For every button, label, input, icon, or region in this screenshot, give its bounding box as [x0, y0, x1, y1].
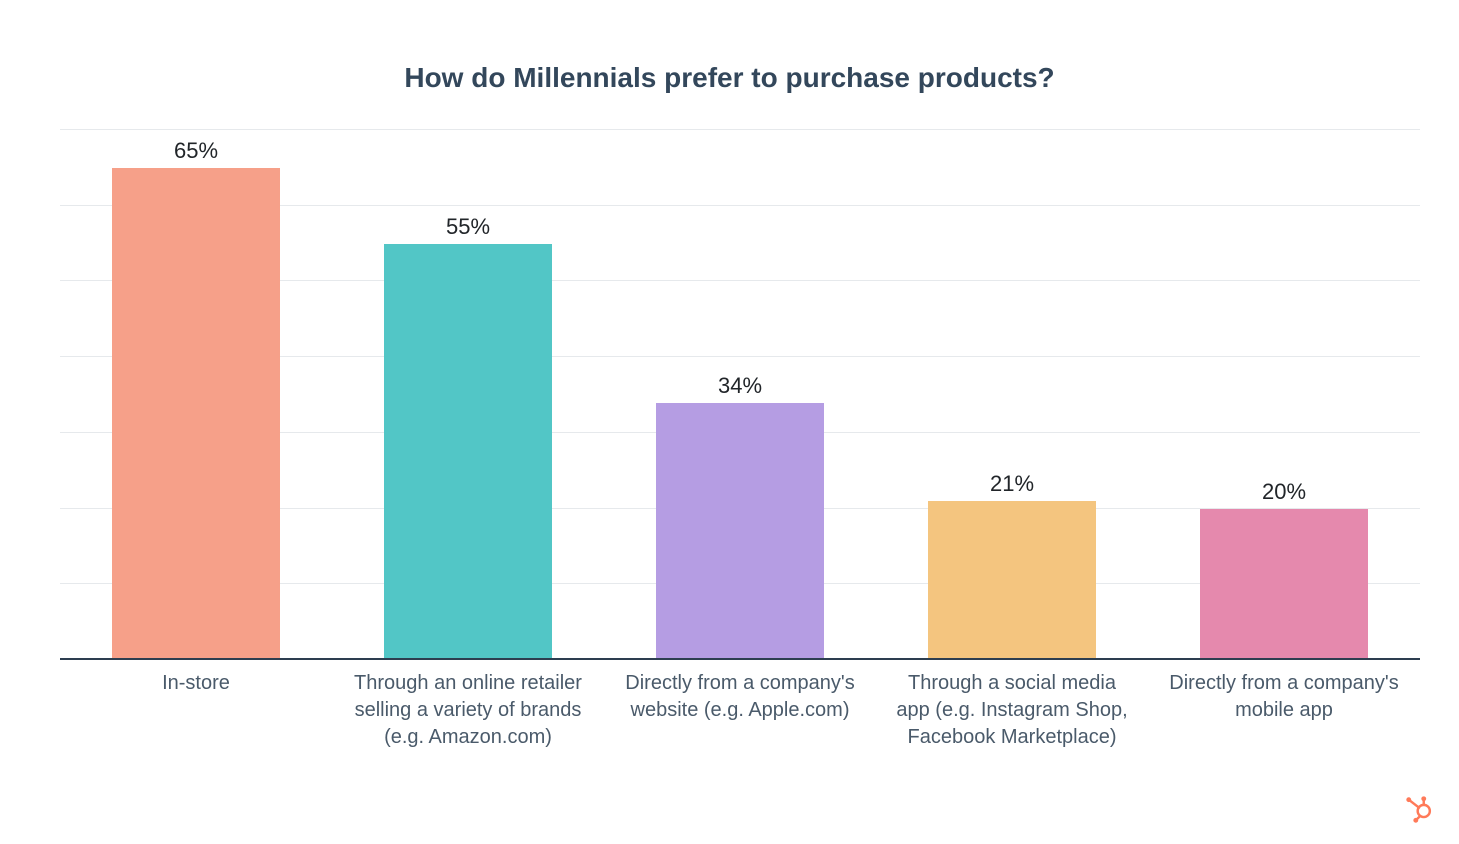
- bar-value-label: 65%: [174, 138, 218, 164]
- x-axis-label: Directly from a company's website (e.g. …: [604, 664, 876, 751]
- x-axis-label: Directly from a company's mobile app: [1148, 664, 1420, 751]
- hubspot-logo-icon: [1405, 795, 1435, 830]
- bar-cell: 21%: [876, 130, 1148, 660]
- x-axis-label: In-store: [60, 664, 332, 751]
- bar: 34%: [656, 403, 825, 660]
- bar-value-label: 21%: [990, 471, 1034, 497]
- bar-cell: 20%: [1148, 130, 1420, 660]
- bar: 20%: [1200, 509, 1369, 660]
- plot-area: 65% 55% 34% 21% 20%: [60, 130, 1420, 660]
- bar-value-label: 55%: [446, 214, 490, 240]
- x-axis-label: Through a social media app (e.g. Instagr…: [876, 664, 1148, 751]
- bar: 55%: [384, 244, 553, 660]
- bar-value-label: 34%: [718, 373, 762, 399]
- bars-group: 65% 55% 34% 21% 20%: [60, 130, 1420, 660]
- bar-cell: 65%: [60, 130, 332, 660]
- x-axis-label: Through an online retailer selling a var…: [332, 664, 604, 751]
- chart-container: How do Millennials prefer to purchase pr…: [0, 0, 1459, 844]
- bar: 65%: [112, 168, 281, 660]
- chart-title: How do Millennials prefer to purchase pr…: [0, 62, 1459, 94]
- bar-cell: 55%: [332, 130, 604, 660]
- x-axis-baseline: [60, 658, 1420, 660]
- bar-cell: 34%: [604, 130, 876, 660]
- bar-value-label: 20%: [1262, 479, 1306, 505]
- x-axis-labels: In-storeThrough an online retailer selli…: [60, 664, 1420, 751]
- bar: 21%: [928, 501, 1097, 660]
